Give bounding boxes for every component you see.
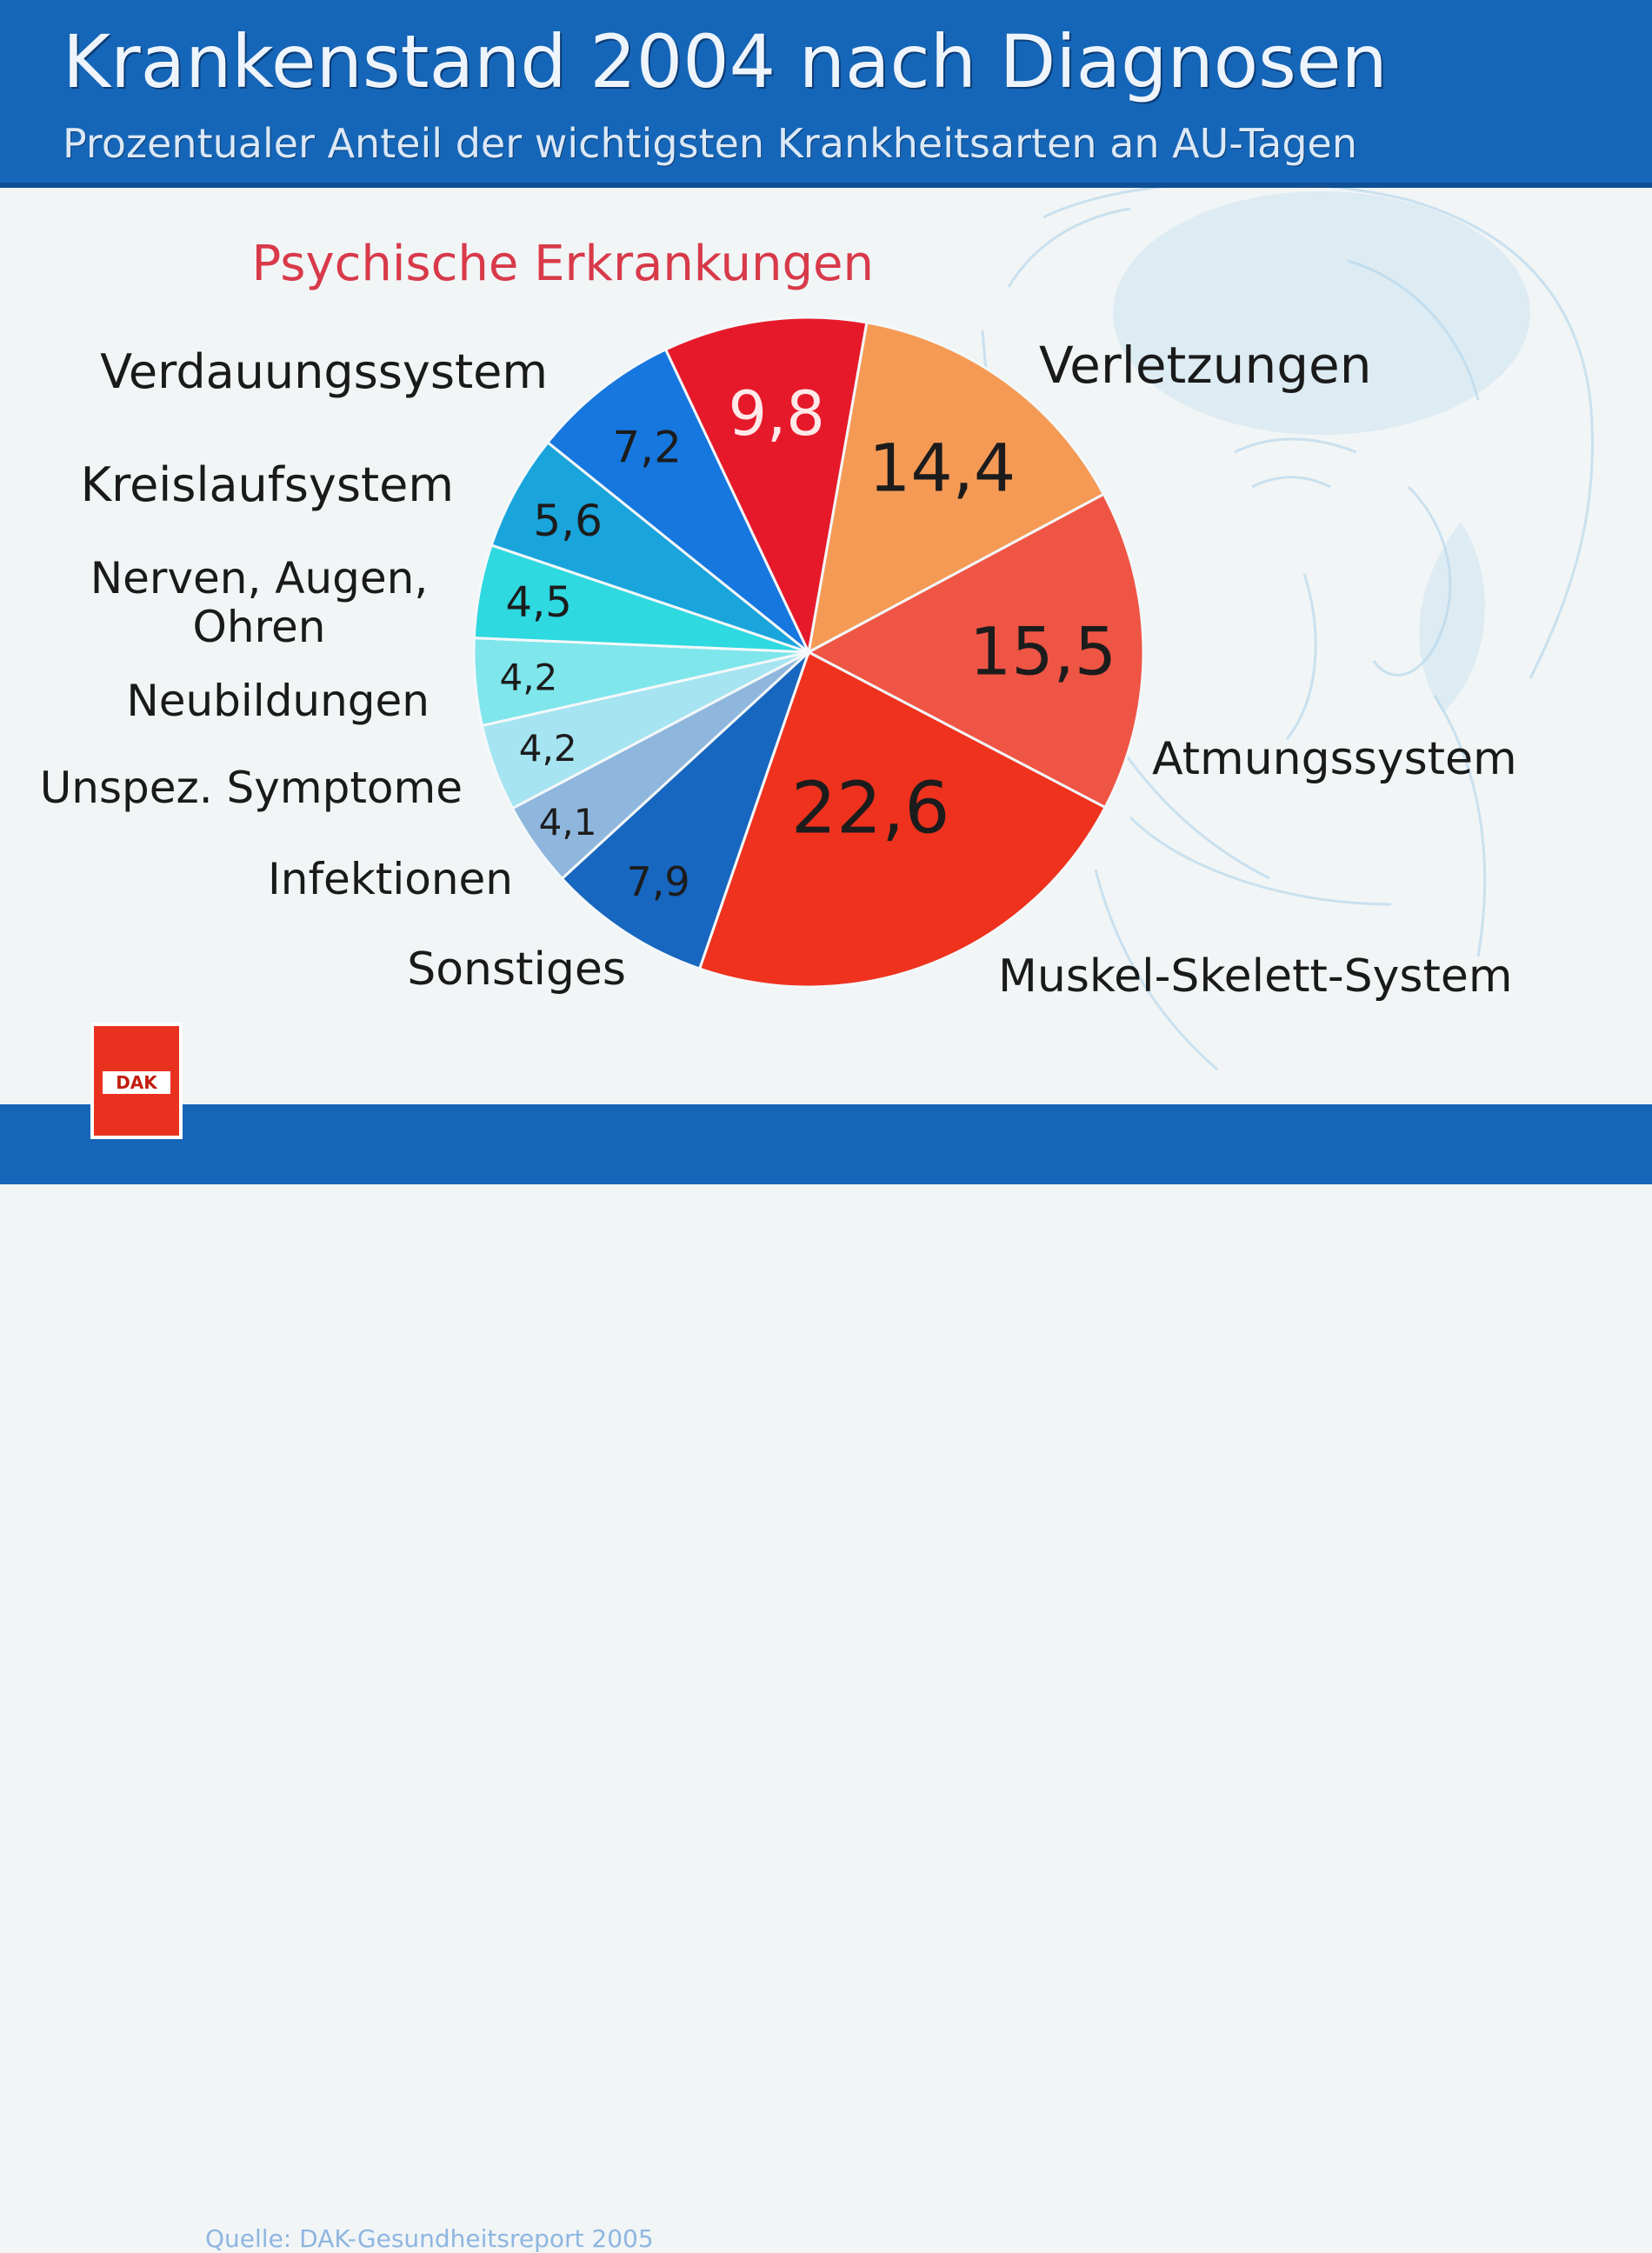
category-label-verdauungssystem: Verdauungssystem <box>100 344 548 399</box>
category-label-neubildungen: Neubildungen <box>126 676 430 726</box>
pie-slice-atmungssystem <box>805 492 1145 810</box>
value-label-neubildungen: 4,2 <box>499 657 557 699</box>
category-label-muskel-skelett-system: Muskel-Skelett-System <box>998 950 1513 1003</box>
pie-chart: 14,4 Verletzungen 15,5 Atmungssystem 22,6 Mus… <box>40 236 1517 1003</box>
page-subtitle: Prozentualer Anteil der wichtigsten Kran… <box>63 120 1358 167</box>
pie-slice-verdauungssystem <box>545 347 810 654</box>
value-label-nerven-augen-ohren: 4,5 <box>505 578 571 627</box>
header-bar: Krankenstand 2004 nach Diagnosen Prozent… <box>0 0 1652 188</box>
footer-bar: Quelle: DAK-Gesundheitsreport 2005 <box>0 1104 1652 2253</box>
category-label-kreislaufsystem: Kreislaufsystem <box>81 457 454 512</box>
value-label-unspez-symptome: 4,2 <box>519 727 577 770</box>
pie-slice-verletzungen <box>806 321 1106 655</box>
pie-slice-psychische-erkrankungen <box>663 316 869 657</box>
page-title: Krankenstand 2004 nach Diagnosen <box>63 19 1388 104</box>
category-label-verletzungen: Verletzungen <box>1039 336 1371 395</box>
logo-text: DAK <box>103 1071 170 1094</box>
value-label-sonstiges: 7,9 <box>626 858 689 905</box>
dak-logo: DAK <box>90 1023 183 1139</box>
pie-slice-kreislaufsystem <box>490 440 809 654</box>
category-label-sonstiges: Sonstiges <box>407 943 626 996</box>
value-label-psychische-erkrankungen: 9,8 <box>728 378 824 450</box>
pie-slice-muskel-skelett-system <box>697 650 1108 989</box>
value-label-infektionen: 4,1 <box>539 801 597 843</box>
value-label-atmungssystem: 15,5 <box>969 612 1116 690</box>
value-label-verdauungssystem: 7,2 <box>612 423 682 473</box>
category-label-infektionen: Infektionen <box>268 854 513 904</box>
pie-slice-sonstiges <box>560 650 810 970</box>
value-label-kreislaufsystem: 5,6 <box>533 496 603 546</box>
portrait-illustration <box>981 181 1595 1071</box>
category-label-psychische-erkrankungen: Psychische Erkrankungen <box>251 236 874 292</box>
category-label-atmungssystem: Atmungssystem <box>1152 733 1517 785</box>
value-label-muskel-skelett-system: 22,6 <box>791 768 950 850</box>
value-label-verletzungen: 14,4 <box>869 430 1016 507</box>
category-label-nerven-augen-ohren: Nerven, Augen, Ohren <box>90 553 429 652</box>
category-label-unspez-symptome: Unspez. Symptome <box>40 763 463 813</box>
source-note: Quelle: DAK-Gesundheitsreport 2005 <box>205 2224 654 2253</box>
